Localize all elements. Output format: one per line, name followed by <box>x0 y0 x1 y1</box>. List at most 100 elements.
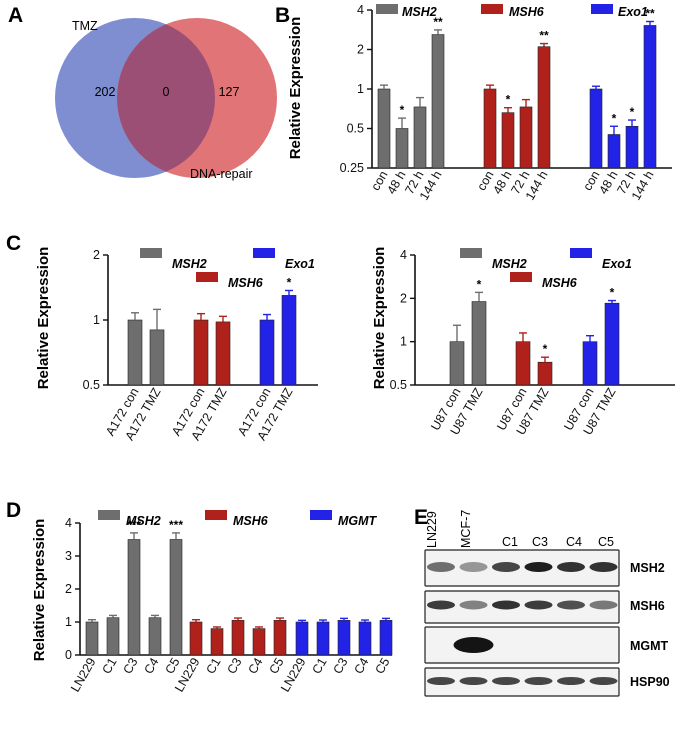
bar <box>471 301 487 386</box>
panel-letter-d: D <box>6 499 21 522</box>
significance-label: * <box>477 277 482 291</box>
western-blot-e: LN229 MCF-7 C1 C3 C4 C5 MSH2 MSH6 MGMT HSP90 <box>424 510 670 697</box>
y-tick-label: 1 <box>65 615 72 629</box>
blot-band <box>427 600 455 610</box>
blot-strip <box>424 549 620 587</box>
y-tick-label: 4 <box>357 3 364 17</box>
blot-band <box>427 562 455 572</box>
blot-band <box>492 600 520 610</box>
y-axis-label: Relative Expression <box>371 247 388 390</box>
significance-label: ** <box>433 15 443 29</box>
y-axis-label: Relative Expression <box>31 519 48 662</box>
y-tick-label: 4 <box>65 516 72 530</box>
bar <box>358 621 372 656</box>
bar <box>483 88 497 169</box>
blot-band <box>492 677 520 685</box>
bar <box>589 88 603 169</box>
legend-label: MSH6 <box>509 5 545 19</box>
blot-column-label: C5 <box>598 535 614 549</box>
panel-letter-a: A <box>8 4 23 27</box>
bar <box>379 620 393 656</box>
blot-band <box>492 562 520 572</box>
bar <box>127 539 141 656</box>
venn-left-count: 202 <box>95 85 116 99</box>
bar <box>149 329 165 386</box>
bar <box>449 341 465 386</box>
blot-column-label: C1 <box>502 535 518 549</box>
bar <box>106 617 120 656</box>
bar <box>295 621 309 656</box>
bar <box>413 106 427 169</box>
legend-label: Exo1 <box>602 257 632 271</box>
legend-label: MSH2 <box>492 257 527 271</box>
blot-row-label: MSH6 <box>630 599 665 613</box>
legend-swatch <box>205 510 227 520</box>
x-tick-label: C5 <box>162 655 182 676</box>
bar <box>519 106 533 169</box>
legend-swatch <box>253 248 275 258</box>
bar <box>377 88 391 169</box>
blot-band <box>524 562 553 572</box>
blot-strip <box>424 626 620 664</box>
significance-label: *** <box>127 518 141 532</box>
venn-overlap-count: 0 <box>163 85 170 99</box>
venn-left-label: TMZ <box>72 19 98 33</box>
bar <box>643 25 657 169</box>
x-tick-label: C1 <box>203 655 223 676</box>
legend-label: Exo1 <box>618 5 648 19</box>
x-tick-label: C3 <box>224 655 244 676</box>
significance-label: * <box>610 286 615 300</box>
bar <box>210 628 224 656</box>
y-tick-label: 2 <box>93 248 100 262</box>
panel-letter-c: C <box>6 232 21 255</box>
y-axis-label: Relative Expression <box>287 17 304 160</box>
x-tick-label: C4 <box>245 655 265 676</box>
legend-label: MSH6 <box>233 514 269 528</box>
x-tick-label: 48 h <box>596 168 620 196</box>
y-tick-label: 0.25 <box>340 161 364 175</box>
bar <box>85 621 99 656</box>
y-axis-label: Relative Expression <box>35 247 52 390</box>
blot-band <box>557 677 585 685</box>
x-tick-label: 48 h <box>384 168 408 196</box>
legend-label: Exo1 <box>285 257 315 271</box>
bar <box>337 620 351 656</box>
bar <box>607 134 621 169</box>
blot-row-label: MGMT <box>630 639 669 653</box>
legend-swatch <box>310 510 332 520</box>
blot-band <box>557 562 585 572</box>
y-tick-label: 0.5 <box>83 378 100 392</box>
legend-swatch <box>591 4 613 14</box>
blot-column-label: MCF-7 <box>459 510 473 548</box>
legend-swatch <box>570 248 592 258</box>
significance-label: * <box>630 105 635 119</box>
y-tick-label: 2 <box>65 582 72 596</box>
legend-swatch <box>376 4 398 14</box>
blot-band <box>524 600 553 610</box>
significance-label: * <box>400 103 405 117</box>
blot-row-label: MSH2 <box>630 561 665 575</box>
bar <box>193 319 209 386</box>
legend-swatch <box>510 272 532 282</box>
chart-d: 0 1 2 3 4 Relative Expression MSH2 MSH6 MGMT LN22… <box>31 510 393 694</box>
x-tick-label: C5 <box>266 655 286 676</box>
significance-label: * <box>287 275 292 289</box>
blot-band <box>459 600 488 610</box>
y-tick-label: 0.5 <box>347 122 364 136</box>
bar <box>604 302 620 386</box>
legend-label: MSH6 <box>228 276 264 290</box>
bar <box>215 321 231 386</box>
y-tick-label: 1 <box>357 82 364 96</box>
blot-column-label: C3 <box>532 535 548 549</box>
blot-band <box>453 637 494 653</box>
bar <box>169 539 183 656</box>
y-tick-label: 0 <box>65 648 72 662</box>
bar <box>127 319 143 386</box>
y-tick-label: 4 <box>400 248 407 262</box>
legend-swatch <box>481 4 503 14</box>
bar <box>501 112 515 169</box>
x-tick-label: C3 <box>120 655 140 676</box>
